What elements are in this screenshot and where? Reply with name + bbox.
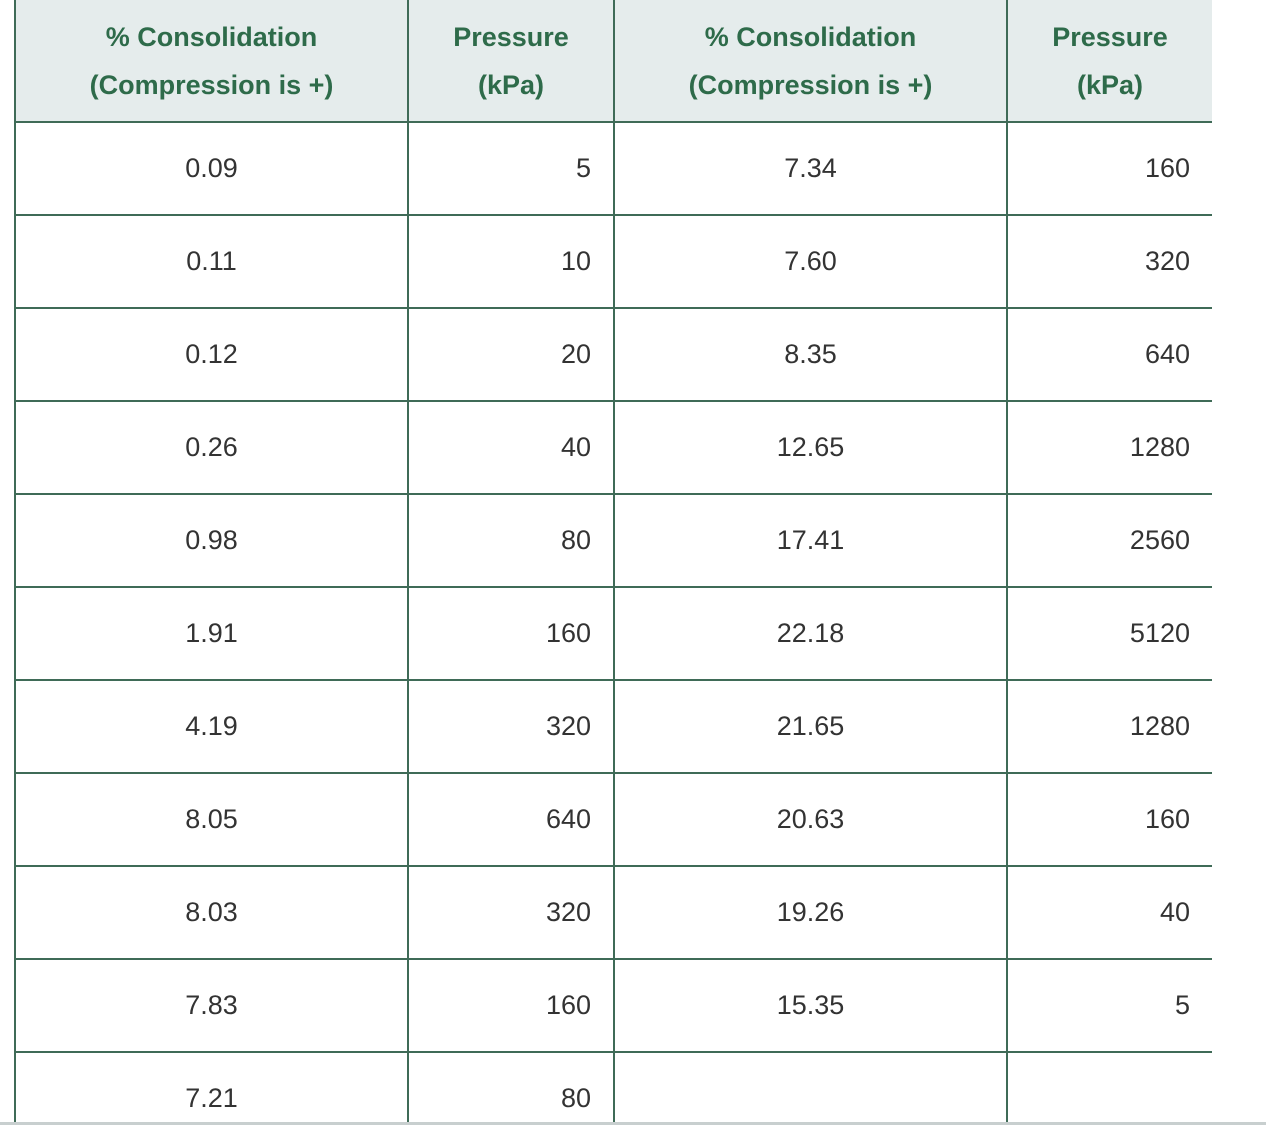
- consolidation-cell: 0.09: [14, 121, 409, 216]
- header-label: Pressure: [1052, 21, 1168, 52]
- pressure-cell: 640: [407, 772, 615, 867]
- pressure-cell: 40: [1006, 865, 1212, 960]
- header-sublabel: (kPa): [1076, 69, 1144, 100]
- consolidation-cell: 7.83: [14, 958, 409, 1053]
- consolidation-cell: 8.03: [14, 865, 409, 960]
- pressure-cell: 320: [407, 865, 615, 960]
- pressure-cell: 2560: [1006, 493, 1212, 588]
- header-consolidation-1: % Consolidation (Compression is +): [14, 0, 409, 123]
- consolidation-cell: 4.19: [14, 679, 409, 774]
- table-row: 7.21 80: [14, 1051, 1212, 1124]
- table-row: 0.26 40 12.65 1280: [14, 400, 1212, 495]
- header-label: % Consolidation: [704, 21, 917, 52]
- consolidation-cell: 0.12: [14, 307, 409, 402]
- pressure-cell: 160: [407, 958, 615, 1053]
- header-sublabel: (kPa): [477, 69, 545, 100]
- consolidation-cell: 19.26: [613, 865, 1008, 960]
- pressure-cell: 1280: [1006, 400, 1212, 495]
- pressure-cell: 80: [407, 1051, 615, 1124]
- consolidation-pressure-table: % Consolidation (Compression is +) Press…: [14, 0, 1212, 1124]
- consolidation-cell: 7.60: [613, 214, 1008, 309]
- header-sublabel: (Compression is +): [89, 69, 334, 100]
- table-row: 1.91 160 22.18 5120: [14, 586, 1212, 681]
- header-sublabel: (Compression is +): [688, 69, 933, 100]
- header-consolidation-2: % Consolidation (Compression is +): [613, 0, 1008, 123]
- header-label: Pressure: [453, 21, 569, 52]
- consolidation-cell: 8.35: [613, 307, 1008, 402]
- consolidation-cell: 17.41: [613, 493, 1008, 588]
- header-pressure-1: Pressure (kPa): [407, 0, 615, 123]
- header-label: % Consolidation: [105, 21, 318, 52]
- consolidation-cell: 1.91: [14, 586, 409, 681]
- table-row: 0.11 10 7.60 320: [14, 214, 1212, 309]
- pressure-cell: 160: [1006, 121, 1212, 216]
- pressure-cell: 320: [407, 679, 615, 774]
- table-row: 8.03 320 19.26 40: [14, 865, 1212, 960]
- pressure-cell: 320: [1006, 214, 1212, 309]
- consolidation-cell: 20.63: [613, 772, 1008, 867]
- consolidation-cell: 22.18: [613, 586, 1008, 681]
- bottom-divider: [0, 1122, 1266, 1125]
- consolidation-cell: 21.65: [613, 679, 1008, 774]
- consolidation-cell: [613, 1051, 1008, 1124]
- pressure-cell: 20: [407, 307, 615, 402]
- consolidation-cell: 0.11: [14, 214, 409, 309]
- table-row: 4.19 320 21.65 1280: [14, 679, 1212, 774]
- table-row: 8.05 640 20.63 160: [14, 772, 1212, 867]
- consolidation-cell: 7.21: [14, 1051, 409, 1124]
- pressure-cell: 160: [407, 586, 615, 681]
- consolidation-cell: 0.26: [14, 400, 409, 495]
- table-header-row: % Consolidation (Compression is +) Press…: [14, 0, 1212, 123]
- consolidation-cell: 0.98: [14, 493, 409, 588]
- table-row: 0.09 5 7.34 160: [14, 121, 1212, 216]
- pressure-cell: 5: [1006, 958, 1212, 1053]
- consolidation-table-container: % Consolidation (Compression is +) Press…: [14, 0, 1212, 1124]
- pressure-cell: 640: [1006, 307, 1212, 402]
- pressure-cell: 10: [407, 214, 615, 309]
- pressure-cell: 160: [1006, 772, 1212, 867]
- pressure-cell: 1280: [1006, 679, 1212, 774]
- pressure-cell: 80: [407, 493, 615, 588]
- table-row: 0.12 20 8.35 640: [14, 307, 1212, 402]
- table-row: 7.83 160 15.35 5: [14, 958, 1212, 1053]
- consolidation-cell: 15.35: [613, 958, 1008, 1053]
- consolidation-cell: 8.05: [14, 772, 409, 867]
- table-body: 0.09 5 7.34 160 0.11 10 7.60 320 0.12 20 8.35 640 0.…: [14, 121, 1212, 1124]
- table-row: 0.98 80 17.41 2560: [14, 493, 1212, 588]
- pressure-cell: 5120: [1006, 586, 1212, 681]
- pressure-cell: 5: [407, 121, 615, 216]
- consolidation-cell: 12.65: [613, 400, 1008, 495]
- consolidation-cell: 7.34: [613, 121, 1008, 216]
- pressure-cell: [1006, 1051, 1212, 1124]
- pressure-cell: 40: [407, 400, 615, 495]
- header-pressure-2: Pressure (kPa): [1006, 0, 1212, 123]
